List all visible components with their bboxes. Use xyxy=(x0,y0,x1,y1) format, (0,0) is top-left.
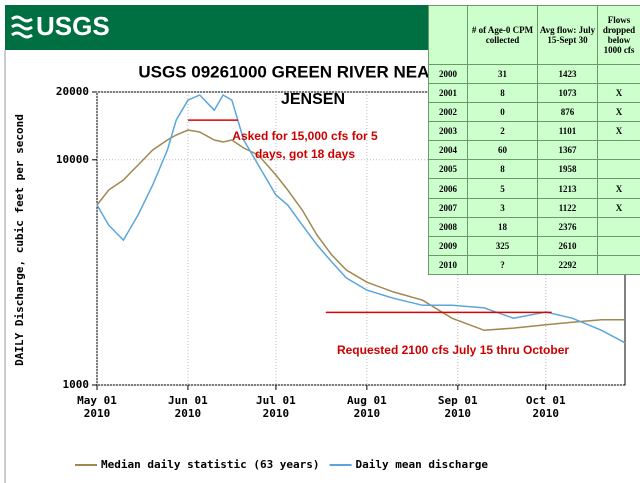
table-cell: 2010 xyxy=(428,254,468,276)
annotation: Asked for 15,000 cfs for 5 xyxy=(232,129,378,143)
table-cell: 2003 xyxy=(428,121,468,142)
table-cell: 1367 xyxy=(537,140,598,161)
table-cell: Flows dropped below 1000 cfs xyxy=(597,5,640,65)
series-line xyxy=(96,93,626,344)
table-cell: 2002 xyxy=(428,102,468,123)
table-cell: 1122 xyxy=(537,197,598,218)
table-cell: X xyxy=(597,197,640,218)
logo: USGS xyxy=(36,11,110,41)
table-cell: 8 xyxy=(467,159,538,180)
table-cell: X xyxy=(597,178,640,199)
table-cell: 1423 xyxy=(537,63,598,85)
table-cell: 325 xyxy=(467,235,538,256)
table-cell xyxy=(597,216,640,237)
table-cell: ? xyxy=(467,254,538,276)
x-tick-label: Aug 01 xyxy=(347,394,387,407)
table-row: 2010? 2292 xyxy=(428,254,640,276)
table-cell: 2610 xyxy=(537,235,598,256)
table-cell: 876 xyxy=(537,102,598,123)
x-tick-label: 2010 xyxy=(84,407,111,420)
x-tick-label: 2010 xyxy=(263,407,290,420)
x-tick-label: 2010 xyxy=(445,407,472,420)
table-cell: 2001 xyxy=(428,83,468,104)
table-cell: 2009 xyxy=(428,235,468,256)
table-cell: 2004 xyxy=(428,140,468,161)
table-cell xyxy=(597,159,640,180)
table-cell: 1213 xyxy=(537,178,598,199)
table-cell: 1101 xyxy=(537,121,598,142)
x-tick-label: 2010 xyxy=(175,407,202,420)
chart-title: USGS 09261000 GREEN RIVER NEAR xyxy=(138,62,441,81)
series-line xyxy=(96,129,625,332)
x-tick-label: 2010 xyxy=(533,407,560,420)
table-cell: 8 xyxy=(467,83,538,104)
table-cell: X xyxy=(597,102,640,123)
table-cell xyxy=(597,140,640,161)
table-cell: 60 xyxy=(467,140,538,161)
table-cell: 1958 xyxy=(537,159,598,180)
table-row: 2003 2 1101 X xyxy=(428,121,640,142)
table-cell: 2292 xyxy=(537,254,598,276)
table-row: 2008 18 2376 xyxy=(428,216,640,237)
y-tick-label: 10000 xyxy=(56,153,89,166)
chart-subtitle: JENSEN xyxy=(281,91,345,108)
table-row: 2000 31 1423 xyxy=(428,63,640,85)
table-cell: 2000 xyxy=(428,63,468,85)
table-cell: 2 xyxy=(467,121,538,142)
table-cell: 31 xyxy=(467,63,538,85)
table-cell xyxy=(597,235,640,256)
table-row: 2006 5 1213 X xyxy=(428,178,640,199)
table-cell: 2376 xyxy=(537,216,598,237)
table-cell: Avg flow: July 15-Sept 30 xyxy=(537,5,598,65)
y-tick-label: 1000 xyxy=(63,378,90,391)
table-cell: 3 xyxy=(467,197,538,218)
x-tick-label: Oct 01 xyxy=(526,394,566,407)
table-row: # of Age-0 CPM collected Avg flow: July 1… xyxy=(428,5,640,65)
table-row: 2001 8 1073 X xyxy=(428,83,640,104)
table-cell: 5 xyxy=(467,178,538,199)
table: # of Age-0 CPM collected Avg flow: July 1… xyxy=(428,5,640,276)
table-cell: 1073 xyxy=(537,83,598,104)
table-cell: X xyxy=(597,83,640,104)
x-tick-label: Sep 01 xyxy=(438,394,478,407)
annotation: days, got 18 days xyxy=(255,147,355,161)
table-cell: # of Age-0 CPM collected xyxy=(467,5,538,65)
table-cell: 2006 xyxy=(428,178,468,199)
table-cell: 2007 xyxy=(428,197,468,218)
x-tick-label: 2010 xyxy=(354,407,381,420)
table-row: 2004 60 1367 xyxy=(428,140,640,161)
legend-label: Median daily statistic (63 years) xyxy=(101,458,320,471)
y-axis-label: DAILY Discharge, cubic feet per second xyxy=(13,114,26,366)
table-cell: 0 xyxy=(467,102,538,123)
table-row: 2009 325 2610 xyxy=(428,235,640,256)
table-row: 2005 8 1958 xyxy=(428,159,640,180)
table-cell: X xyxy=(597,121,640,142)
y-tick-label: 20000 xyxy=(56,85,89,98)
legend-label: Daily mean discharge xyxy=(356,458,489,471)
x-tick-label: May 01 xyxy=(77,394,117,407)
annotation: Requested 2100 cfs July 15 thru October xyxy=(337,343,569,357)
table-cell xyxy=(597,63,640,85)
table-row: 2002 0 876 X xyxy=(428,102,640,123)
table-cell: 2005 xyxy=(428,159,468,180)
table-cell xyxy=(597,254,640,276)
x-tick-label: Jun 01 xyxy=(168,394,208,407)
table-row: 2007 3 1122 X xyxy=(428,197,640,218)
table-cell: 2008 xyxy=(428,216,468,237)
logo-icon xyxy=(11,15,33,39)
x-tick-label: Jul 01 xyxy=(256,394,296,407)
table-cell xyxy=(428,5,468,65)
table-cell: 18 xyxy=(467,216,538,237)
